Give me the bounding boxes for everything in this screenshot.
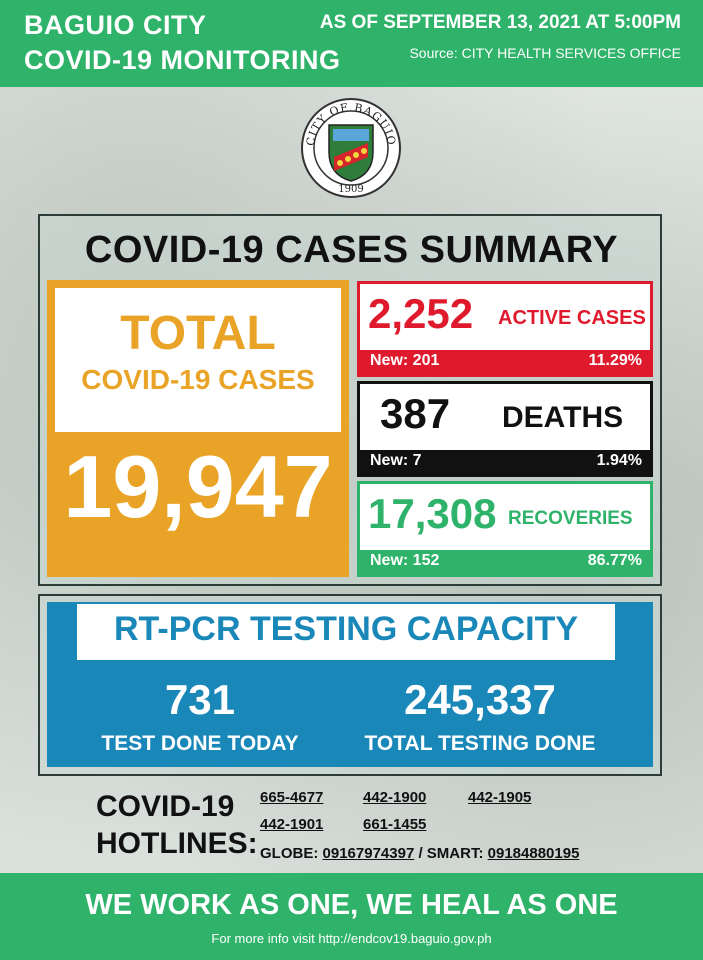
total-label: TOTAL	[120, 307, 276, 360]
deaths-new: New: 7	[370, 452, 422, 469]
globe-label: GLOBE:	[260, 845, 319, 862]
smart-number[interactable]: 09184880195	[487, 845, 580, 862]
total-cases-value: 19,947	[63, 437, 333, 536]
footer-info-link[interactable]: For more info visit http://endcov19.bagu…	[211, 931, 492, 946]
recoveries-value: 17,308	[368, 490, 497, 537]
deaths-bar: New: 7 1.94%	[360, 450, 650, 474]
total-cases-header	[47, 280, 349, 432]
header-source: Source: CITY HEALTH SERVICES OFFICE	[409, 45, 681, 61]
active-cases-card: 2,252 ACTIVE CASES New: 201 11.29%	[357, 281, 653, 377]
tests-today-value: 731	[164, 676, 236, 723]
active-cases-label: ACTIVE CASES	[498, 307, 646, 329]
seal-year: 1909	[338, 184, 363, 195]
header-date: AS OF SEPTEMBER 13, 2021 AT 5:00PM	[319, 12, 681, 33]
summary-title: COVID-19 CASES SUMMARY	[84, 229, 619, 271]
hotlines-title-2: HOTLINES:	[96, 827, 258, 860]
hotline-number[interactable]: 661-1455	[363, 816, 427, 833]
active-cases-value: 2,252	[368, 290, 474, 337]
hotline-number[interactable]: 442-1900	[363, 789, 427, 806]
active-cases-new: New: 201	[370, 352, 440, 369]
tests-today-label: TEST DONE TODAY	[101, 732, 299, 755]
header-title-line1: BAGUIO CITY	[24, 10, 207, 40]
recoveries-new: New: 152	[370, 552, 440, 569]
total-sublabel: COVID-19 CASES	[81, 364, 315, 395]
deaths-label: DEATHS	[502, 401, 624, 434]
footer-slogan: WE WORK AS ONE, WE HEAL AS ONE	[85, 889, 618, 921]
smart-label: SMART:	[426, 845, 484, 862]
hotline-number[interactable]: 665-4677	[260, 789, 324, 806]
mobile-hotlines: GLOBE: 09167974397 / SMART: 09184880195	[260, 845, 579, 862]
hotline-separator: /	[418, 845, 423, 862]
deaths-card: 387 DEATHS New: 7 1.94%	[357, 381, 653, 477]
hotline-number[interactable]: 442-1905	[468, 789, 532, 806]
globe-number[interactable]: 09167974397	[322, 845, 415, 862]
hotlines-title-1: COVID-19	[96, 790, 235, 823]
total-cases-value-panel	[47, 432, 349, 577]
active-cases-pct: 11.29%	[588, 352, 642, 369]
footer-banner	[0, 873, 703, 960]
testing-title: RT-PCR TESTING CAPACITY	[113, 610, 579, 648]
recoveries-pct: 86.77%	[587, 552, 642, 569]
deaths-pct: 1.94%	[596, 452, 642, 469]
recoveries-bar: New: 152 86.77%	[360, 550, 650, 574]
tests-total-value: 245,337	[404, 676, 556, 723]
header-title-line2: COVID-19 MONITORING	[24, 45, 341, 75]
hotline-number[interactable]: 442-1901	[260, 816, 324, 833]
header-banner	[0, 0, 703, 87]
recoveries-card: 17,308 RECOVERIES New: 152 86.77%	[357, 481, 653, 577]
testing-title-bg	[77, 604, 615, 660]
deaths-value: 387	[380, 390, 451, 437]
tests-total-label: TOTAL TESTING DONE	[364, 732, 596, 755]
active-cases-bar: New: 201 11.29%	[360, 350, 650, 374]
city-seal-icon: CITY OF BAGUIO 1909	[301, 98, 401, 198]
recoveries-label: RECOVERIES	[508, 508, 633, 529]
